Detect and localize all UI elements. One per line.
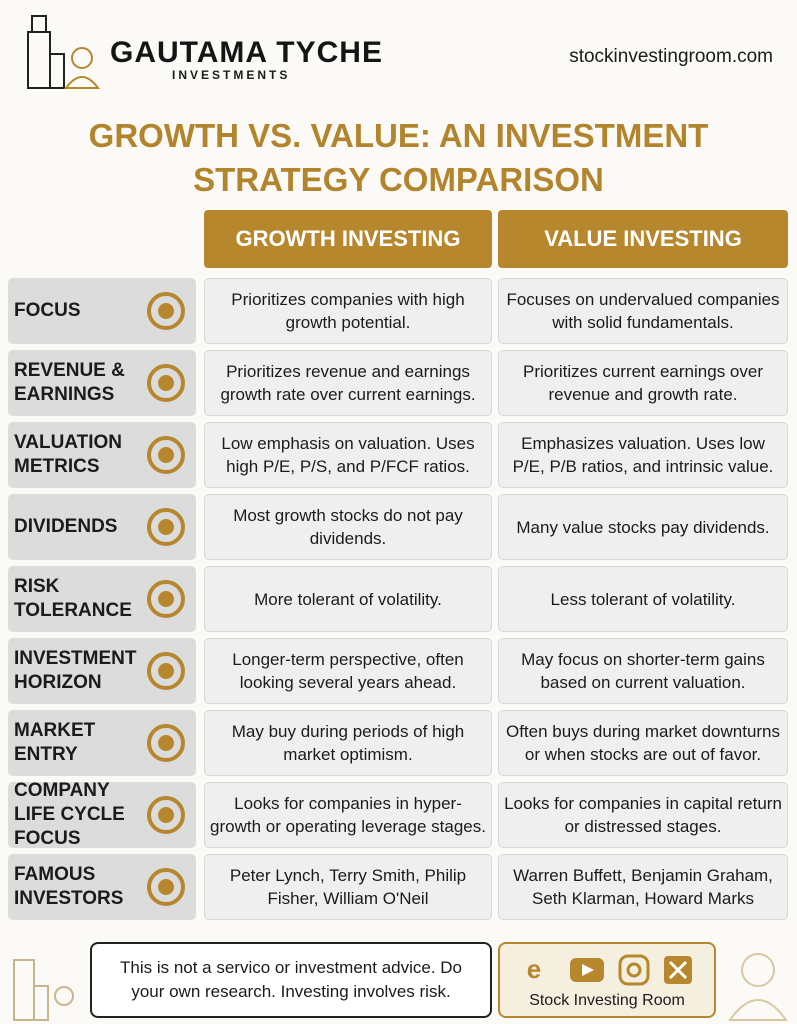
row-label-text: DIVIDENDS (14, 516, 118, 537)
brand: GAUTAMA TYCHE (110, 36, 383, 69)
value-cell: Focuses on undervalued companies with so… (498, 278, 788, 344)
social-brand: Stock Investing Room (529, 992, 685, 1009)
row-label: RISK TOLERANCE (8, 566, 196, 632)
growth-cell: Most growth stocks do not pay dividends. (204, 494, 492, 560)
row-label-text: FAMOUS INVESTORS (14, 864, 124, 909)
growth-cell: Peter Lynch, Terry Smith, Philip Fisher,… (204, 854, 492, 920)
row-label: FOCUS (8, 278, 196, 344)
value-cell: Emphasizes valuation. Uses low P/E, P/B … (498, 422, 788, 488)
value-cell: Many value stocks pay dividends. (498, 494, 788, 560)
row-icon (147, 796, 185, 834)
row-icon (147, 580, 185, 618)
row-label-text: FOCUS (14, 300, 81, 321)
growth-cell: Longer-term perspective, often looking s… (204, 638, 492, 704)
value-cell: Looks for companies in capital return or… (498, 782, 788, 848)
row-icon (147, 364, 185, 402)
row-icon (147, 292, 185, 330)
growth-cell: Prioritizes companies with high growth p… (204, 278, 492, 344)
growth-cell: Low emphasis on valuation. Uses high P/E… (204, 422, 492, 488)
row-label-text: VALUATION METRICS (14, 432, 123, 477)
row-label: FAMOUS INVESTORS (8, 854, 196, 920)
social-box: e Stock Investing Room (498, 942, 716, 1018)
row-label: DIVIDENDS (8, 494, 196, 560)
row-label: MARKET ENTRY (8, 710, 196, 776)
row-label: INVESTMENT HORIZON (8, 638, 196, 704)
row-label-text: COMPANY LIFE CYCLE FOCUS (14, 780, 125, 849)
row-label-text: INVESTMENT HORIZON (14, 648, 137, 693)
row-icon (147, 724, 185, 762)
row-label-text: MARKET ENTRY (14, 720, 96, 765)
growth-cell: Looks for companies in hyper-growth or o… (204, 782, 492, 848)
site-url: stockinvestingroom.com (569, 46, 773, 67)
row-label: COMPANY LIFE CYCLE FOCUS (8, 780, 196, 849)
value-cell: Warren Buffett, Benjamin Graham, Seth Kl… (498, 854, 788, 920)
brand-subtitle: INVESTMENTS (172, 68, 291, 82)
footer-figure (728, 953, 788, 1021)
row-icon (147, 652, 185, 690)
disclaimer: This is not a servico or investment advi… (90, 942, 492, 1018)
row-label: REVENUE & EARNINGS (8, 350, 196, 416)
column-header: GROWTH INVESTING (204, 210, 492, 268)
value-cell: May focus on shorter-term gains based on… (498, 638, 788, 704)
value-cell: Less tolerant of volatility. (498, 566, 788, 632)
social-icons: e (527, 954, 692, 986)
row-icon (147, 868, 185, 906)
growth-cell: More tolerant of volatility. (204, 566, 492, 632)
title: GROWTH VS. VALUE: AN INVESTMENT STRATEGY… (88, 117, 709, 198)
row-icon (147, 508, 185, 546)
row-icon (147, 436, 185, 474)
value-cell: Prioritizes current earnings over revenu… (498, 350, 788, 416)
growth-cell: Prioritizes revenue and earnings growth … (204, 350, 492, 416)
svg-text:e: e (527, 954, 541, 984)
logo (27, 15, 100, 89)
row-label: VALUATION METRICS (8, 422, 196, 488)
footer-logo (13, 959, 74, 1021)
value-cell: Often buys during market downturns or wh… (498, 710, 788, 776)
row-label-text: REVENUE & EARNINGS (14, 360, 125, 405)
column-header: VALUE INVESTING (498, 210, 788, 268)
growth-cell: May buy during periods of high market op… (204, 710, 492, 776)
row-label-text: RISK TOLERANCE (14, 576, 132, 621)
